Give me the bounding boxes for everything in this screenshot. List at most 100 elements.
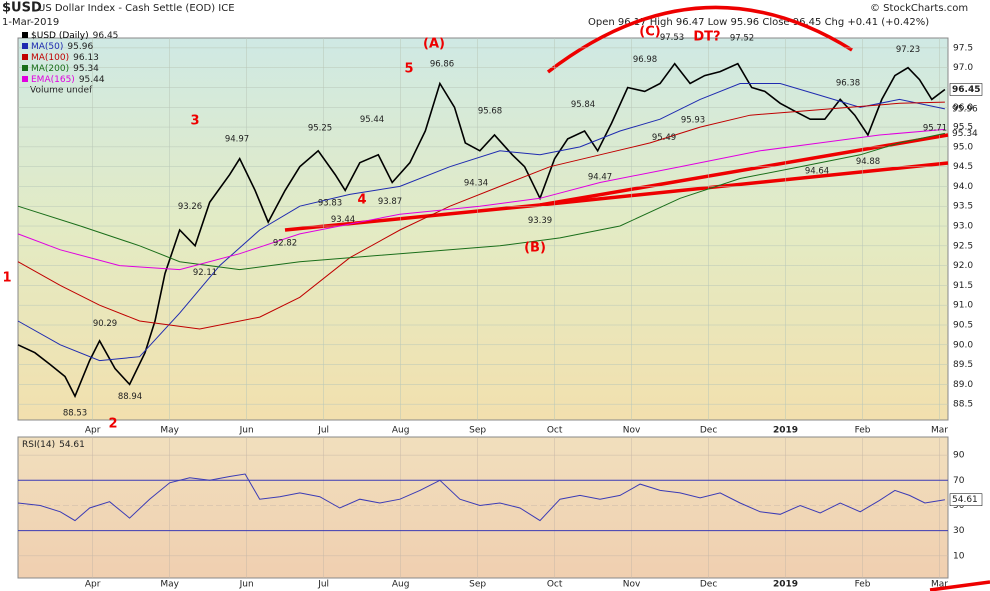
legend-swatch bbox=[22, 54, 28, 60]
price-annotation: 96.86 bbox=[430, 60, 454, 70]
y-tick-label: 89.5 bbox=[953, 360, 973, 370]
price-annotation: 93.87 bbox=[378, 197, 402, 207]
series-line bbox=[17, 132, 946, 271]
legend-entry: EMA(165) 95.44 bbox=[31, 75, 105, 85]
y-tick-label: 94.0 bbox=[953, 182, 973, 192]
date: 1-Mar-2019 bbox=[2, 17, 59, 28]
x-tick-label: Jul bbox=[317, 580, 329, 590]
wave-label: (B) bbox=[524, 241, 546, 256]
y-tick-label: 93.0 bbox=[953, 222, 973, 232]
y-tick-label: 95.5 bbox=[953, 123, 973, 133]
x-tick-label: Apr bbox=[85, 426, 101, 436]
legend-swatch bbox=[22, 65, 28, 71]
price-annotation: 93.26 bbox=[178, 202, 202, 212]
rsi-legend: RSI(14) 54.61 bbox=[22, 440, 85, 450]
legend-name: MA(100) bbox=[31, 53, 69, 63]
price-annotation: 88.53 bbox=[63, 408, 87, 418]
y-tick-label: 90.0 bbox=[953, 340, 973, 350]
legend-entry: $USD (Daily) 96.45 bbox=[31, 31, 118, 41]
rsi-tick-label: 30 bbox=[953, 526, 965, 536]
legend-swatch bbox=[22, 43, 28, 49]
price-annotation: 95.44 bbox=[360, 115, 384, 125]
rsi-tick-label: 10 bbox=[953, 551, 965, 561]
price-annotation: 93.44 bbox=[331, 215, 355, 225]
x-tick-label: Apr bbox=[85, 580, 101, 590]
x-tick-label: Feb bbox=[855, 580, 871, 590]
price-annotation: 96.98 bbox=[633, 55, 657, 65]
x-tick-label: Oct bbox=[547, 426, 563, 436]
x-tick-label: Jun bbox=[239, 580, 254, 590]
price-annotation: 94.97 bbox=[225, 135, 249, 145]
y-tick-label: 93.5 bbox=[953, 202, 973, 212]
price-annotation: 94.64 bbox=[805, 167, 829, 177]
price-annotation: 93.39 bbox=[528, 216, 552, 226]
wave-label: 3 bbox=[190, 114, 199, 129]
legend-swatch bbox=[22, 32, 28, 38]
price-annotation: 92.82 bbox=[273, 239, 297, 249]
series-line bbox=[17, 101, 945, 330]
x-tick-label: Oct bbox=[547, 580, 563, 590]
x-tick-label: Sep bbox=[469, 580, 486, 590]
x-tick-label: May bbox=[160, 426, 179, 436]
x-tick-label: Nov bbox=[623, 580, 641, 590]
price-annotation: 95.71 bbox=[923, 123, 947, 133]
wave-label: DT? bbox=[693, 30, 720, 45]
rsi-name: RSI(14) bbox=[22, 440, 55, 450]
price-annotation: 95.93 bbox=[681, 116, 705, 126]
value-tag bbox=[949, 83, 983, 96]
legend-name: MA(200) bbox=[31, 64, 69, 74]
legend-value: 95.34 bbox=[73, 64, 99, 74]
legend-value: 96.13 bbox=[73, 53, 99, 63]
legend-entry: MA(200) 95.34 bbox=[31, 64, 99, 74]
price-annotation: 96.38 bbox=[836, 79, 860, 89]
y-tick-label: 89.0 bbox=[953, 380, 973, 390]
x-tick-label: Dec bbox=[700, 580, 717, 590]
price-annotation: 95.84 bbox=[571, 100, 595, 110]
series-line bbox=[17, 128, 945, 271]
rsi-tick-label: 90 bbox=[953, 451, 965, 461]
x-tick-label: Dec bbox=[700, 426, 717, 436]
rsi-value: 54.61 bbox=[59, 440, 85, 450]
wave-label: 1 bbox=[2, 271, 11, 286]
price-panel bbox=[17, 37, 949, 421]
y-tick-label: 92.0 bbox=[953, 261, 973, 271]
legend-value: 95.96 bbox=[67, 42, 93, 52]
value-tag-label: 54.61 bbox=[952, 495, 978, 505]
volume-note: Volume undef bbox=[30, 86, 93, 96]
series-line bbox=[17, 62, 946, 399]
y-tick-label: 97.0 bbox=[953, 63, 973, 73]
y-tick-label: 97.5 bbox=[953, 43, 973, 53]
title: US Dollar Index - Cash Settle (EOD) ICE bbox=[38, 3, 235, 14]
price-annotation: 95.49 bbox=[652, 133, 676, 143]
price-annotation: 95.68 bbox=[478, 106, 502, 116]
y-tick-label: 90.5 bbox=[953, 320, 973, 330]
price-annotation: 94.47 bbox=[588, 172, 612, 182]
y-tick-label: 88.5 bbox=[953, 400, 973, 410]
legend-value: 96.45 bbox=[93, 31, 119, 41]
legend-entry: MA(100) 96.13 bbox=[31, 53, 99, 63]
wave-label: (A) bbox=[423, 37, 445, 52]
x-tick-label: Sep bbox=[469, 426, 486, 436]
x-tick-label: Jun bbox=[239, 426, 254, 436]
credit: © StockCharts.com bbox=[870, 3, 968, 14]
y-tick-label: 94.5 bbox=[953, 162, 973, 172]
x-tick-label: 2019 bbox=[773, 580, 798, 590]
price-annotation: 92.11 bbox=[193, 268, 217, 278]
x-tick-label: Feb bbox=[855, 426, 871, 436]
legend-entry: MA(50) 95.96 bbox=[31, 42, 93, 52]
quote: Open 96.17 High 96.47 Low 95.96 Close 96… bbox=[588, 17, 929, 28]
price-annotation: 88.94 bbox=[118, 392, 142, 402]
price-annotation: 94.88 bbox=[856, 157, 880, 167]
rsi-tick-label: 50 bbox=[953, 501, 965, 511]
legend-name: $USD (Daily) bbox=[31, 31, 89, 41]
price-annotation: 97.53 bbox=[660, 33, 684, 43]
value-tag bbox=[949, 493, 983, 506]
symbol: $USD bbox=[2, 1, 42, 16]
legend-name: EMA(165) bbox=[31, 75, 75, 85]
x-tick-label: Aug bbox=[392, 580, 410, 590]
price-annotation: 90.29 bbox=[93, 319, 117, 329]
legend-value: 95.44 bbox=[79, 75, 105, 85]
price-annotation: 93.83 bbox=[318, 199, 342, 209]
y-tick-label: 92.5 bbox=[953, 241, 973, 251]
